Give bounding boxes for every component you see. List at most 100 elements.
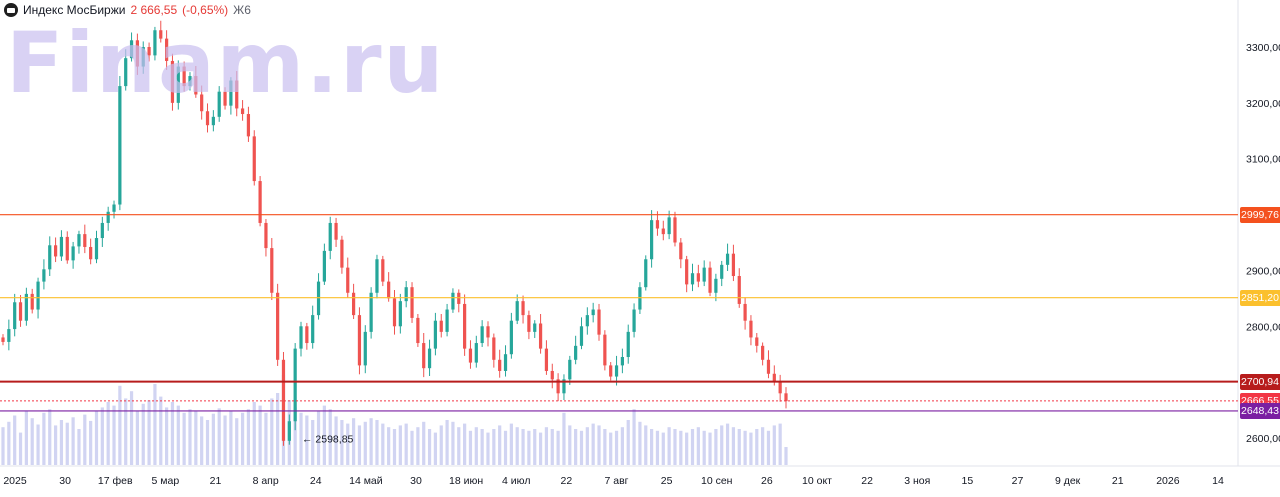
candle-body bbox=[433, 320, 438, 349]
volume-bar bbox=[626, 420, 630, 465]
candle-body bbox=[264, 222, 268, 249]
x-tick-label: 10 окт bbox=[802, 475, 832, 487]
candle-body bbox=[427, 348, 432, 369]
volume-bar bbox=[65, 422, 69, 465]
candle-body bbox=[235, 80, 239, 109]
candle-body bbox=[731, 253, 736, 277]
candle-body bbox=[503, 354, 508, 371]
volume-bar bbox=[439, 425, 443, 465]
volume-bar bbox=[48, 409, 52, 465]
x-tick-label: 14 май bbox=[349, 475, 383, 487]
volume-bar bbox=[591, 423, 595, 465]
candle-body bbox=[48, 245, 52, 270]
candle-body bbox=[772, 373, 776, 383]
candle-body bbox=[474, 343, 478, 363]
volume-bar bbox=[381, 423, 385, 465]
candle-body bbox=[509, 320, 513, 355]
volume-bar bbox=[223, 415, 227, 465]
volume-bar bbox=[556, 430, 560, 465]
candle-body bbox=[574, 345, 578, 360]
volume-bar bbox=[474, 427, 478, 465]
candle-body bbox=[270, 248, 274, 293]
volume-bar bbox=[1, 427, 5, 465]
candle-body bbox=[200, 94, 204, 112]
candle-body bbox=[188, 76, 192, 87]
candle-body bbox=[112, 204, 116, 212]
candle-body bbox=[100, 222, 104, 239]
candle-body bbox=[679, 242, 683, 260]
x-tick-label: 14 bbox=[1212, 475, 1224, 487]
candle-body bbox=[737, 276, 741, 304]
volume-bar bbox=[778, 423, 782, 465]
volume-bar bbox=[235, 418, 239, 465]
volume-bar bbox=[293, 407, 297, 465]
candle-body bbox=[614, 365, 619, 377]
volume-bar bbox=[328, 409, 332, 465]
volume-bar bbox=[661, 432, 665, 465]
volume-bar bbox=[36, 424, 40, 465]
candle-body bbox=[211, 116, 215, 126]
candle-body bbox=[299, 326, 303, 349]
volume-bar bbox=[749, 432, 753, 465]
candle-body bbox=[159, 30, 163, 39]
candle-body bbox=[544, 348, 549, 371]
volume-bar bbox=[632, 409, 636, 465]
candle-body bbox=[124, 58, 128, 87]
volume-bar bbox=[276, 393, 280, 465]
volume-bar bbox=[784, 447, 788, 465]
volume-bar bbox=[18, 432, 23, 465]
volume-bar bbox=[708, 432, 712, 465]
y-tick-label: 2900,00 bbox=[1246, 265, 1280, 277]
candle-body bbox=[690, 273, 695, 285]
volume-bar bbox=[83, 414, 87, 465]
candle-body bbox=[53, 245, 58, 257]
candle-body bbox=[521, 301, 525, 316]
candle-body bbox=[533, 323, 537, 332]
volume-bar bbox=[772, 425, 776, 465]
volume-bar bbox=[416, 427, 420, 465]
candle-body bbox=[42, 269, 46, 282]
candle-body bbox=[170, 60, 175, 103]
level-price-tag: 2999,76 bbox=[1240, 206, 1280, 223]
candle-body bbox=[135, 40, 140, 67]
volume-bar bbox=[147, 400, 151, 465]
volume-bar bbox=[170, 402, 175, 465]
candle-body bbox=[346, 267, 350, 293]
y-tick-label: 3200,00 bbox=[1246, 98, 1280, 110]
volume-bar bbox=[720, 425, 724, 465]
candle-body bbox=[217, 91, 221, 117]
candle-body bbox=[398, 301, 402, 327]
candle-body bbox=[363, 331, 367, 366]
volume-bar bbox=[644, 425, 648, 465]
candle-body bbox=[562, 379, 566, 394]
volume-bar bbox=[433, 432, 438, 465]
volume-bar bbox=[679, 430, 683, 465]
candle-body bbox=[30, 293, 34, 310]
candle-body bbox=[468, 348, 473, 363]
candle-body bbox=[498, 359, 502, 371]
volume-bar bbox=[562, 412, 566, 465]
volume-bar bbox=[451, 421, 455, 465]
x-tick-label: 22 bbox=[861, 475, 873, 487]
x-tick-label: 15 bbox=[962, 475, 974, 487]
y-tick-label: 2800,00 bbox=[1246, 321, 1280, 333]
candle-body bbox=[246, 114, 251, 137]
candle-body bbox=[655, 220, 660, 229]
volume-bar bbox=[153, 384, 157, 465]
volume-bar bbox=[690, 429, 695, 465]
volume-bar bbox=[649, 429, 654, 465]
candle-body bbox=[603, 334, 607, 366]
candle-body bbox=[416, 317, 420, 344]
x-tick-label: 4 июл bbox=[502, 475, 530, 487]
volume-bar bbox=[766, 430, 771, 465]
candle-body bbox=[252, 136, 256, 182]
volume-bar bbox=[544, 427, 549, 465]
volume-bar bbox=[351, 418, 356, 465]
candle-body bbox=[620, 357, 624, 366]
candle-body bbox=[410, 287, 414, 318]
volume-bar bbox=[702, 430, 706, 465]
candle-body bbox=[714, 278, 718, 293]
candle-body bbox=[59, 236, 64, 257]
